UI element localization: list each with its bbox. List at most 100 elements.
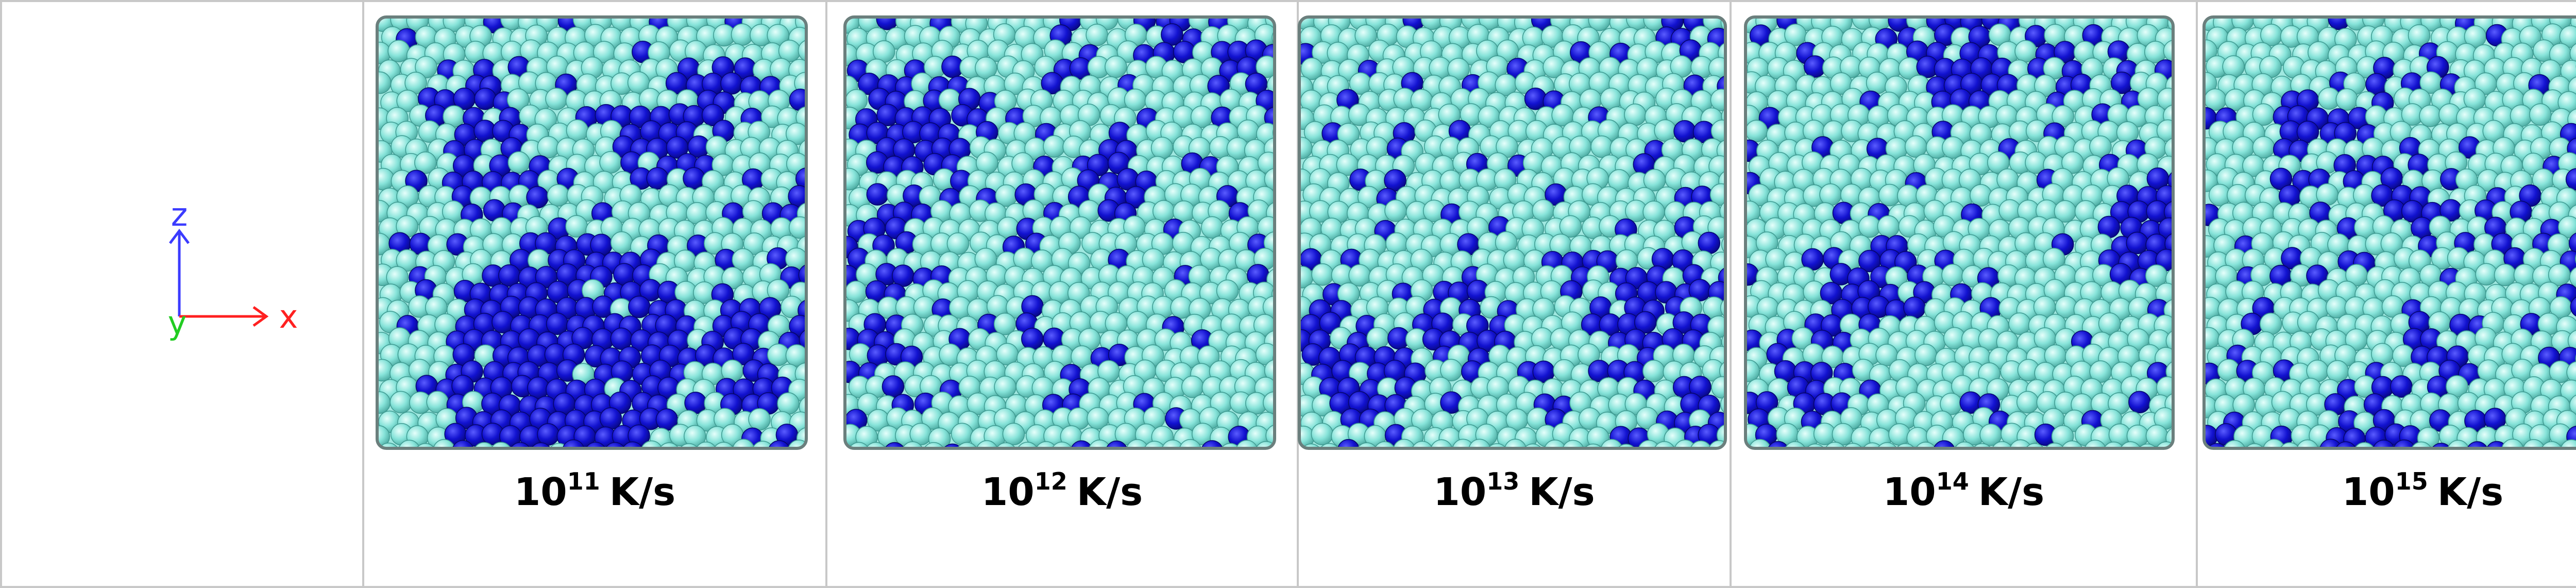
snapshot-frame [1298, 15, 1727, 450]
atom-blue [2163, 200, 2173, 223]
atom-cyan [2557, 215, 2576, 239]
panel-label: 1014 K/s [1883, 467, 2044, 514]
atom-cyan [1804, 443, 1827, 448]
atom-snapshot [2202, 15, 2576, 450]
atom-blue [537, 423, 560, 446]
atom-cyan [1143, 441, 1166, 448]
atom-cyan [599, 151, 622, 174]
atom-cyan [1642, 360, 1665, 382]
atom-cyan [1745, 359, 1760, 382]
atom-cyan [1043, 135, 1065, 158]
atom-cyan [975, 57, 997, 79]
snapshot-frame [1744, 15, 2175, 450]
atom-cyan [1263, 231, 1275, 254]
atom-cyan [1521, 443, 1544, 448]
atom-cyan [2569, 266, 2576, 289]
atom-cyan [2165, 360, 2173, 383]
atom-cyan [414, 152, 437, 174]
atom-cyan [975, 440, 998, 448]
atom-cyan [2326, 360, 2349, 383]
atom-cyan [2204, 39, 2217, 62]
atom-cyan [1267, 74, 1275, 96]
label-exponent: 14 [1936, 467, 1969, 495]
atom-cyan [1384, 199, 1407, 222]
atom-cyan [2243, 443, 2266, 448]
snapshot-frame [843, 15, 1276, 450]
atom-blue [492, 311, 514, 333]
atom-blue [1070, 440, 1093, 448]
atom-cyan [1590, 135, 1613, 158]
atom-cyan [2297, 311, 2320, 333]
atom-cyan [1172, 231, 1195, 255]
atom-cyan [1216, 279, 1239, 302]
panel-label: 1011 K/s [514, 467, 675, 514]
atom-cyan [1272, 121, 1275, 144]
label-unit: K/s [1077, 470, 1143, 514]
atom-cyan [2335, 88, 2358, 111]
atom-cyan [2529, 103, 2552, 126]
atoms [1299, 17, 1725, 448]
atom-cyan [1721, 233, 1725, 256]
atom-blue [941, 443, 964, 448]
atom-cyan [1393, 439, 1416, 448]
atom-cyan [1562, 440, 1585, 448]
atom-cyan [640, 440, 663, 448]
label-base: 10 [1433, 470, 1486, 514]
atom-cyan [1582, 443, 1605, 448]
atom-cyan [748, 408, 771, 431]
atom-snapshot [843, 15, 1276, 450]
atom-cyan [2164, 137, 2173, 160]
atom-cyan [1272, 26, 1275, 49]
atom-cyan [1105, 55, 1127, 78]
atom-cyan [2570, 17, 2576, 33]
atom-blue [474, 88, 497, 110]
atom-blue [1337, 439, 1360, 448]
atom-cyan [1504, 439, 1527, 448]
atom-cyan [1272, 347, 1275, 371]
atom-cyan [2167, 17, 2173, 34]
atom-blue [2430, 443, 2453, 448]
atom-cyan [2222, 55, 2245, 78]
atom-cyan [1161, 439, 1184, 448]
atom-cyan [1264, 167, 1275, 191]
label-exponent: 12 [1035, 467, 1067, 495]
atom-cyan [1654, 119, 1676, 142]
atom-cyan [946, 232, 970, 255]
atoms [2204, 17, 2576, 448]
atom-blue [2568, 232, 2576, 255]
atom-cyan [1486, 443, 1509, 448]
atom-cyan [2016, 391, 2039, 414]
atom-cyan [414, 443, 437, 448]
atom-cyan [1002, 423, 1025, 446]
atom-cyan [1720, 393, 1725, 416]
atom-blue [1698, 231, 1721, 255]
atom-cyan [1366, 327, 1389, 350]
atom-cyan [1311, 423, 1334, 446]
label-exponent: 11 [567, 467, 600, 495]
atom-blue [451, 440, 474, 448]
atom-cyan [1970, 184, 1992, 207]
atom-cyan [2084, 440, 2107, 448]
atom-cyan [1858, 215, 1881, 238]
atom-cyan [2419, 105, 2442, 127]
atom-cyan [1914, 343, 1937, 366]
atom-cyan [1011, 152, 1034, 175]
atom-cyan [389, 391, 412, 414]
atom-cyan [799, 395, 806, 418]
atom-snapshot [1298, 15, 1727, 450]
atom-cyan [2136, 443, 2159, 448]
atom-cyan [1150, 137, 1174, 159]
atom-cyan [2447, 440, 2470, 448]
atom-cyan [1841, 443, 1865, 448]
atom-cyan [1088, 439, 1111, 448]
atom-blue [2167, 170, 2173, 192]
atom-cyan [1624, 103, 1647, 126]
x-label: x [279, 298, 298, 335]
atom-cyan [398, 440, 421, 448]
atom-blue [866, 183, 889, 206]
atom-cyan [1318, 443, 1341, 448]
atom-cyan [1971, 443, 1994, 448]
atom-cyan [1819, 183, 1842, 206]
atom-cyan [2263, 439, 2285, 448]
